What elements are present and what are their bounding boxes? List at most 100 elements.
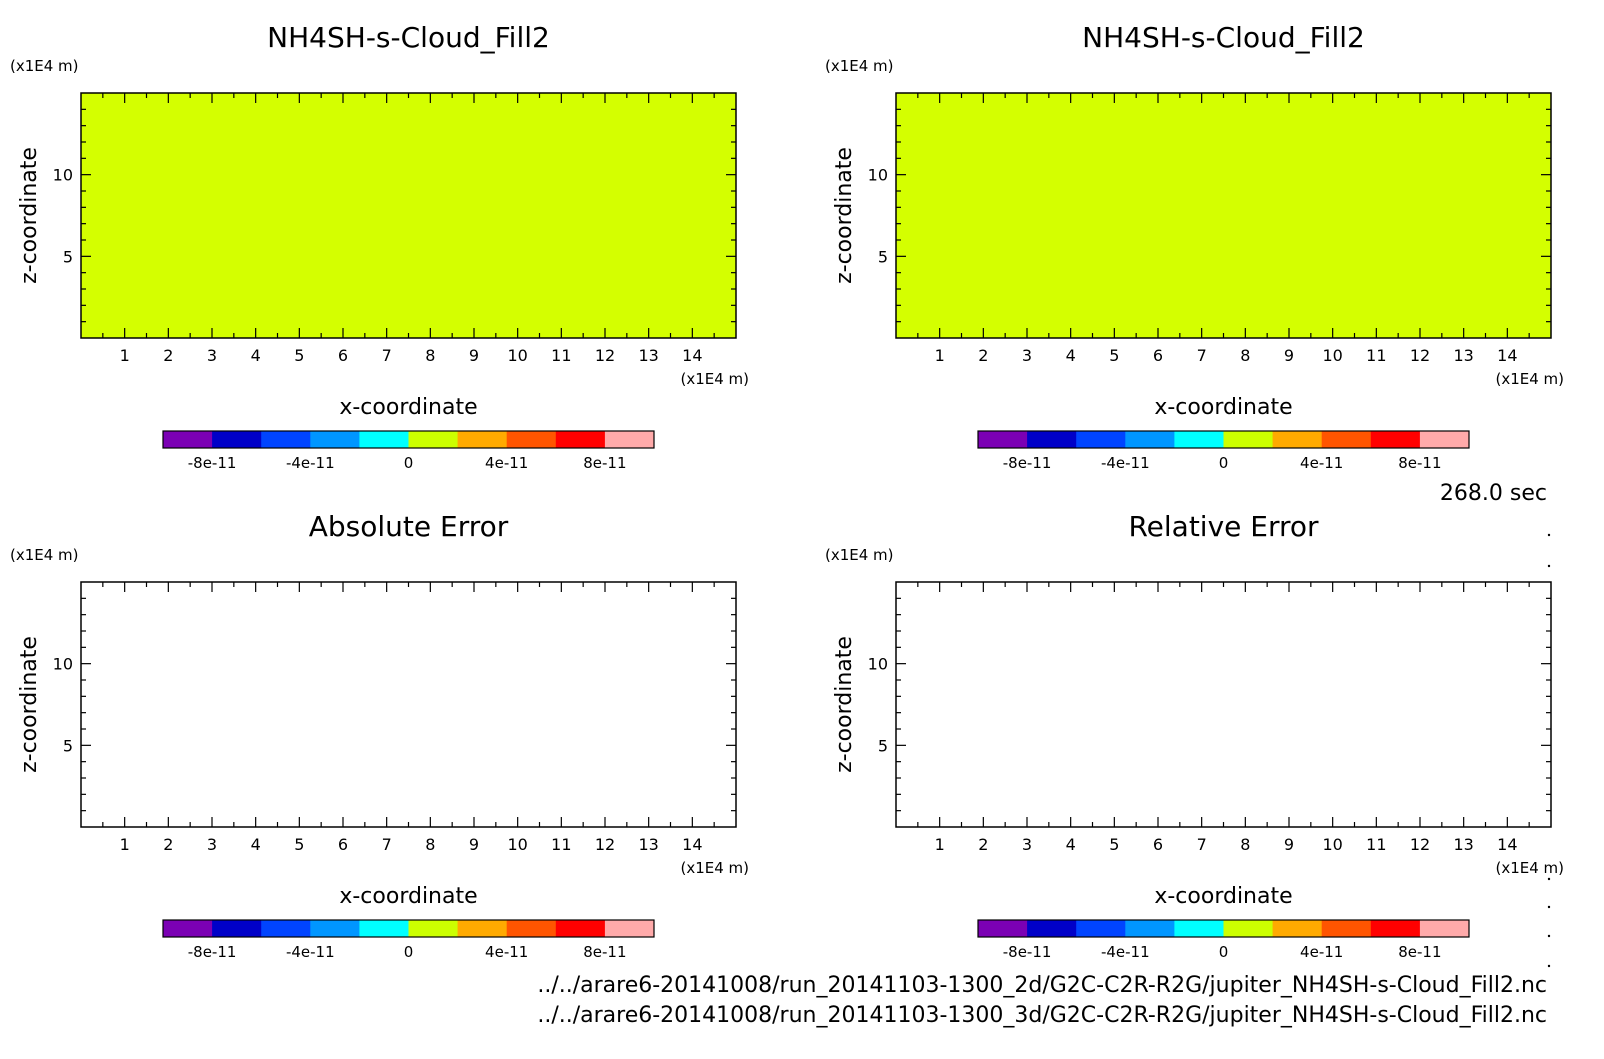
x-unit-label: (x1E4 m)	[680, 859, 749, 877]
colorbar-tick-label: 4e-11	[485, 943, 528, 961]
x-tick-label: 13	[638, 835, 658, 854]
colorbar-tick-label: 4e-11	[485, 454, 528, 472]
colorbar-tick-label: -4e-11	[286, 454, 335, 472]
x-tick-label: 8	[425, 835, 435, 854]
colorbar-swatch	[604, 920, 655, 937]
colorbar-swatch	[1125, 920, 1175, 937]
x-axis-label: x-coordinate	[1154, 395, 1292, 420]
x-tick-label: 2	[163, 835, 173, 854]
x-tick-label: 14	[1497, 835, 1517, 854]
colorbar-swatch	[1419, 920, 1470, 937]
x-tick-label: 13	[638, 346, 658, 365]
x-tick-label: 3	[1022, 346, 1032, 365]
x-tick-label: 7	[1197, 346, 1207, 365]
colorbar-swatch	[457, 431, 508, 448]
colorbar-tick-label: 8e-11	[1398, 454, 1441, 472]
x-tick-label: 3	[207, 835, 217, 854]
colorbar-swatch	[1321, 920, 1372, 937]
colorbar-swatch	[310, 920, 360, 937]
y-tick-label: 5	[63, 247, 73, 266]
x-tick-label: 9	[1284, 346, 1294, 365]
colorbar-swatch	[1272, 431, 1323, 448]
x-unit-label: (x1E4 m)	[1495, 859, 1564, 877]
colorbar-swatch	[978, 431, 1028, 448]
colorbar-tick-label: 4e-11	[1300, 454, 1343, 472]
colorbar-swatch	[555, 920, 606, 937]
colorbar-swatch	[261, 920, 311, 937]
colorbar-swatch	[1223, 920, 1274, 937]
colorbar-swatch	[1076, 920, 1126, 937]
y-unit-label: (x1E4 m)	[10, 57, 79, 75]
x-tick-label: 2	[163, 346, 173, 365]
x-tick-label: 5	[1109, 835, 1119, 854]
colorbar-frame	[977, 430, 1470, 449]
x-tick-label: 3	[207, 346, 217, 365]
colorbar-swatch	[163, 920, 213, 937]
y-axis-label: z-coordinate	[832, 636, 857, 773]
y-tick-label: 5	[878, 247, 888, 266]
colorbar-swatch	[408, 431, 459, 448]
colorbar-frame	[162, 919, 655, 938]
x-tick-label: 13	[1453, 346, 1473, 365]
panel-4: Relative Error(x1E4 m)1 2 3 4 5 6 7 8 9 10 11 12 13 1…	[825, 510, 1564, 961]
colorbar-swatch	[1174, 431, 1224, 448]
y-axis-label: z-coordinate	[17, 147, 42, 284]
colorbar-tick-label: 0	[404, 454, 414, 472]
x-tick-label: 1	[120, 346, 130, 365]
footer-file-3d: ../../arare6-20141008/run_20141103-1300_…	[537, 1003, 1547, 1028]
colorbar-swatch	[212, 920, 262, 937]
margin-dot	[1547, 564, 1551, 568]
colorbar-swatch	[261, 431, 311, 448]
colorbar-swatch	[1370, 920, 1421, 937]
x-tick-label: 8	[1240, 835, 1250, 854]
heatmap-field	[896, 582, 1551, 827]
x-unit-label: (x1E4 m)	[1495, 370, 1564, 388]
x-tick-label: 12	[595, 835, 615, 854]
colorbar-tick-label: -4e-11	[286, 943, 335, 961]
margin-dot	[1547, 877, 1551, 881]
colorbar-swatch	[604, 431, 655, 448]
x-tick-label: 10	[507, 835, 527, 854]
colorbar-swatch	[408, 920, 459, 937]
colorbar-tick-label: -4e-11	[1101, 943, 1150, 961]
y-tick-label: 10	[868, 655, 888, 674]
x-tick-label: 6	[1153, 346, 1163, 365]
x-tick-label: 11	[551, 835, 571, 854]
colorbar-tick-label: -8e-11	[1003, 454, 1052, 472]
x-tick-label: 5	[294, 835, 304, 854]
colorbar-swatch	[1321, 431, 1372, 448]
y-unit-label: (x1E4 m)	[825, 57, 894, 75]
panel-title: NH4SH-s-Cloud_Fill2	[267, 21, 550, 54]
x-tick-label: 7	[1197, 835, 1207, 854]
heatmap-field	[81, 582, 736, 827]
x-tick-label: 3	[1022, 835, 1032, 854]
x-tick-label: 9	[469, 346, 479, 365]
x-tick-label: 1	[935, 346, 945, 365]
margin-dot	[1547, 905, 1551, 909]
colorbar-swatch	[457, 920, 508, 937]
x-tick-label: 7	[382, 835, 392, 854]
heatmap-field	[896, 93, 1551, 338]
x-tick-label: 12	[1410, 835, 1430, 854]
panel-2: NH4SH-s-Cloud_Fill2(x1E4 m)1 2 3 4 5 6 7 8 9 10 11…	[825, 21, 1564, 472]
x-tick-label: 14	[1497, 346, 1517, 365]
x-tick-label: 4	[251, 835, 261, 854]
y-tick-label: 10	[53, 166, 73, 185]
panel-3: Absolute Error(x1E4 m)1 2 3 4 5 6 7 8 9 10 11 12 13 1…	[10, 510, 749, 961]
x-tick-label: 14	[682, 346, 702, 365]
colorbar-swatch	[1027, 920, 1077, 937]
x-tick-label: 10	[1322, 835, 1342, 854]
colorbar-tick-label: 0	[1219, 943, 1229, 961]
y-axis-label: z-coordinate	[832, 147, 857, 284]
colorbar-tick-label: 0	[404, 943, 414, 961]
x-tick-label: 4	[1066, 346, 1076, 365]
colorbar-swatch	[1076, 431, 1126, 448]
colorbar-swatch	[978, 920, 1028, 937]
x-tick-label: 1	[935, 835, 945, 854]
colorbar-swatch	[555, 431, 606, 448]
x-tick-label: 10	[507, 346, 527, 365]
colorbar-swatch	[163, 431, 213, 448]
colorbar-tick-label: 8e-11	[583, 943, 626, 961]
x-tick-label: 5	[294, 346, 304, 365]
